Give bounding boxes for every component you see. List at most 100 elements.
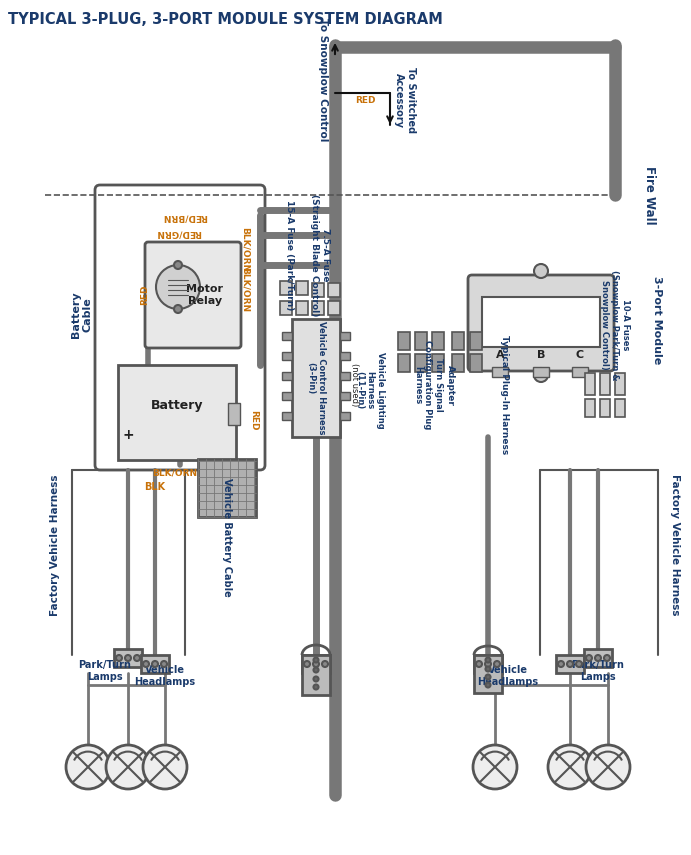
Bar	[328, 301, 340, 315]
Circle shape	[576, 661, 582, 667]
Text: RED: RED	[354, 96, 375, 104]
Bar	[282, 332, 292, 340]
Bar	[296, 281, 308, 295]
Text: Motor
Relay: Motor Relay	[187, 284, 223, 306]
Bar	[198, 459, 256, 517]
Bar	[282, 412, 292, 420]
Text: RED: RED	[249, 410, 258, 430]
Circle shape	[174, 305, 182, 313]
Bar	[228, 403, 240, 425]
Bar	[474, 655, 502, 693]
Text: 15-A Fuse (Park/Turn): 15-A Fuse (Park/Turn)	[285, 200, 294, 310]
Circle shape	[494, 661, 500, 667]
Circle shape	[473, 745, 517, 789]
Text: To Switched
Accessory: To Switched Accessory	[394, 67, 416, 133]
Circle shape	[66, 745, 110, 789]
Bar	[312, 301, 324, 315]
Bar	[282, 392, 292, 400]
Bar	[415, 332, 427, 350]
Bar	[492, 367, 508, 377]
Circle shape	[161, 661, 167, 667]
Circle shape	[476, 661, 482, 667]
Bar	[292, 319, 340, 437]
FancyBboxPatch shape	[468, 275, 614, 371]
Circle shape	[486, 657, 491, 663]
Bar	[432, 354, 444, 372]
Circle shape	[314, 668, 319, 673]
Circle shape	[143, 745, 187, 789]
Bar	[280, 281, 292, 295]
Circle shape	[586, 655, 592, 661]
Bar	[482, 297, 600, 347]
Circle shape	[313, 661, 319, 667]
Text: BLK: BLK	[144, 482, 166, 492]
Circle shape	[534, 368, 548, 382]
Bar	[432, 332, 444, 350]
Circle shape	[125, 655, 131, 661]
Text: B: B	[537, 350, 545, 360]
Bar	[415, 354, 427, 372]
Circle shape	[174, 261, 182, 269]
Text: (not used): (not used)	[350, 363, 359, 407]
Circle shape	[156, 265, 200, 309]
Bar	[585, 373, 595, 395]
Text: Park/Turn
Lamps: Park/Turn Lamps	[79, 660, 131, 681]
Bar	[118, 365, 236, 460]
Circle shape	[486, 682, 491, 687]
Bar	[302, 655, 330, 695]
Circle shape	[116, 655, 122, 661]
Circle shape	[595, 655, 601, 661]
Bar	[328, 283, 340, 297]
Text: A: A	[495, 350, 504, 360]
Bar	[470, 354, 482, 372]
Bar	[452, 332, 464, 350]
Text: Vehicle
Headlamps: Vehicle Headlamps	[477, 665, 538, 687]
Bar	[114, 649, 142, 667]
Circle shape	[314, 676, 319, 681]
Bar	[340, 332, 350, 340]
Circle shape	[106, 745, 150, 789]
Text: Vehicle Lighting
Harness
(11-Pin): Vehicle Lighting Harness (11-Pin)	[355, 351, 385, 428]
Circle shape	[558, 661, 564, 667]
Text: 7.5-A Fuse
(Straight Blade Control): 7.5-A Fuse (Straight Blade Control)	[310, 194, 330, 316]
Bar	[470, 332, 482, 350]
Text: Fire Wall: Fire Wall	[643, 166, 656, 224]
Bar	[474, 655, 502, 673]
Text: BLK/ORN: BLK/ORN	[240, 227, 249, 273]
Text: Battery
Cable: Battery Cable	[71, 292, 93, 339]
Bar	[340, 372, 350, 380]
Circle shape	[604, 655, 610, 661]
Circle shape	[322, 661, 328, 667]
Text: Park/Turn
Lamps: Park/Turn Lamps	[571, 660, 625, 681]
Text: Battery: Battery	[151, 398, 203, 411]
Text: RED: RED	[140, 285, 149, 305]
Bar	[615, 373, 625, 395]
Bar	[398, 354, 410, 372]
Circle shape	[314, 657, 319, 663]
Circle shape	[567, 661, 573, 667]
Text: Vehicle Control Harness
(3-Pin): Vehicle Control Harness (3-Pin)	[306, 321, 325, 434]
Bar	[280, 301, 292, 315]
Bar	[615, 399, 625, 417]
Text: RED/GRN: RED/GRN	[155, 228, 201, 238]
Bar	[533, 367, 549, 377]
Circle shape	[486, 675, 491, 680]
Bar	[600, 373, 610, 395]
Bar	[282, 352, 292, 360]
Text: BLK/ORN: BLK/ORN	[240, 268, 249, 313]
Bar	[312, 283, 324, 297]
Text: 10-A Fuses
(Snowplow Park/Turn &
Snowplow Control): 10-A Fuses (Snowplow Park/Turn & Snowplo…	[600, 269, 630, 380]
Circle shape	[152, 661, 158, 667]
Bar	[572, 367, 588, 377]
Bar	[340, 392, 350, 400]
Bar	[302, 655, 330, 673]
Bar	[282, 372, 292, 380]
Circle shape	[548, 745, 592, 789]
Circle shape	[534, 264, 548, 278]
Text: 3-Port Module: 3-Port Module	[652, 276, 662, 364]
Bar	[584, 649, 612, 667]
Bar	[398, 332, 410, 350]
Text: Turn Signal
Configuration Plug
Harness: Turn Signal Configuration Plug Harness	[413, 340, 443, 430]
Circle shape	[304, 661, 310, 667]
Circle shape	[586, 745, 630, 789]
